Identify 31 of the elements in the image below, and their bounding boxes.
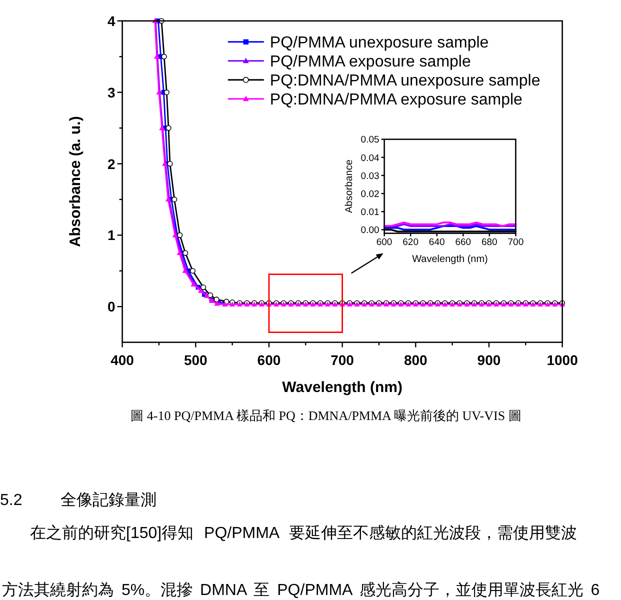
legend-label: PQ/PMMA unexposure sample [270, 34, 489, 52]
x-tick-label: 700 [330, 352, 354, 368]
y-tick-label: 0.03 [360, 170, 380, 182]
y-tick-label: 3 [108, 84, 116, 100]
y-axis-title: Absorbance (a. u.) [67, 116, 84, 248]
x-tick-label: 1000 [546, 352, 578, 368]
x-tick-label: 800 [404, 352, 428, 368]
x-tick-label: 660 [455, 237, 472, 248]
x-tick-label: 600 [257, 352, 281, 368]
text: 圖 4-10 PQ/PMMA 樣品和 PQ：DMNA/PMMA 曝光前後的 UV-VIS 圖 [130, 408, 522, 423]
y-tick-label: 1 [108, 227, 116, 244]
y-tick-label: 0.02 [360, 188, 380, 200]
y-tick-label: 0.01 [360, 207, 380, 218]
x-tick-label: 500 [184, 352, 208, 368]
x-tick-label: 620 [402, 237, 419, 248]
y-tick-label: 0.05 [360, 134, 380, 146]
x-tick-label: 400 [110, 352, 134, 368]
y-tick-label: 0.00 [360, 225, 380, 236]
y-tick-label: 0.04 [360, 152, 380, 164]
y-axis-title: Absorbance [344, 159, 355, 213]
x-tick-label: 640 [428, 237, 445, 248]
x-tick-label: 900 [477, 352, 501, 368]
x-axis-title: Wavelength (nm) [412, 254, 488, 265]
x-axis-title: Wavelength (nm) [282, 379, 402, 396]
y-tick-label: 4 [108, 12, 116, 29]
y-tick-label: 2 [108, 156, 116, 172]
x-tick-label: 600 [376, 237, 392, 248]
x-tick-label: 700 [508, 237, 524, 248]
y-tick-label: 0 [108, 298, 116, 315]
legend-label: PQ/PMMA exposure sample [270, 54, 471, 71]
x-tick-label: 680 [481, 237, 498, 248]
